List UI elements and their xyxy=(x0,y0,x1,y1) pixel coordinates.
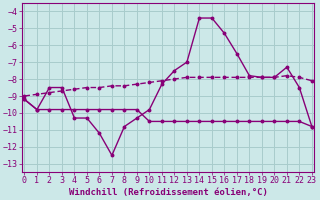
X-axis label: Windchill (Refroidissement éolien,°C): Windchill (Refroidissement éolien,°C) xyxy=(69,188,268,197)
